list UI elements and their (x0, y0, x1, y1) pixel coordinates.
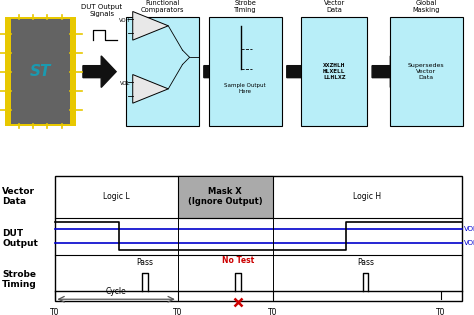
Text: VOH: VOH (464, 226, 474, 232)
Polygon shape (133, 11, 168, 40)
Polygon shape (287, 56, 320, 88)
FancyBboxPatch shape (5, 17, 76, 126)
Text: Supersedes
Vector
Data: Supersedes Vector Data (408, 63, 445, 80)
Text: XXZHLH
HLXELL
LLHLXZ: XXZHLH HLXELL LLHLXZ (323, 63, 346, 80)
Text: Sample Output
Here: Sample Output Here (225, 83, 266, 94)
FancyBboxPatch shape (209, 17, 282, 126)
Text: T0: T0 (50, 308, 59, 315)
Text: Timing: Timing (2, 280, 37, 289)
Text: Strobe
Timing: Strobe Timing (234, 0, 256, 13)
Text: T0: T0 (436, 308, 446, 315)
Bar (178, 176, 273, 218)
Text: VOH: VOH (119, 18, 130, 23)
Polygon shape (133, 75, 168, 103)
Text: Logic L: Logic L (103, 192, 129, 201)
Text: Strobe: Strobe (2, 270, 36, 279)
Text: Output: Output (2, 239, 38, 248)
Text: Logic H: Logic H (353, 192, 382, 201)
Text: VOL: VOL (464, 239, 474, 245)
Text: ST: ST (29, 64, 51, 79)
FancyBboxPatch shape (301, 17, 367, 126)
Text: Pass: Pass (357, 258, 374, 267)
Text: DUT: DUT (2, 229, 24, 238)
Text: T0: T0 (173, 308, 182, 315)
Text: Cycle: Cycle (106, 287, 127, 296)
Text: No Test: No Test (222, 255, 254, 265)
Text: Vector
Data: Vector Data (324, 0, 345, 13)
FancyBboxPatch shape (11, 19, 70, 124)
Polygon shape (204, 56, 237, 88)
Text: T0: T0 (268, 308, 277, 315)
Polygon shape (83, 56, 116, 88)
Text: Mask X
(Ignore Output): Mask X (Ignore Output) (188, 187, 263, 206)
Text: DUT Output
Signals: DUT Output Signals (82, 4, 122, 17)
Text: Pass: Pass (137, 258, 154, 267)
Text: VOL: VOL (120, 81, 130, 86)
Bar (55, 176, 462, 301)
Text: Functional
Comparators: Functional Comparators (141, 0, 184, 13)
FancyBboxPatch shape (390, 17, 463, 126)
Text: Vector
Data: Vector Data (2, 187, 36, 206)
Polygon shape (372, 56, 405, 88)
Text: Global
Masking: Global Masking (412, 0, 440, 13)
FancyBboxPatch shape (126, 17, 199, 126)
